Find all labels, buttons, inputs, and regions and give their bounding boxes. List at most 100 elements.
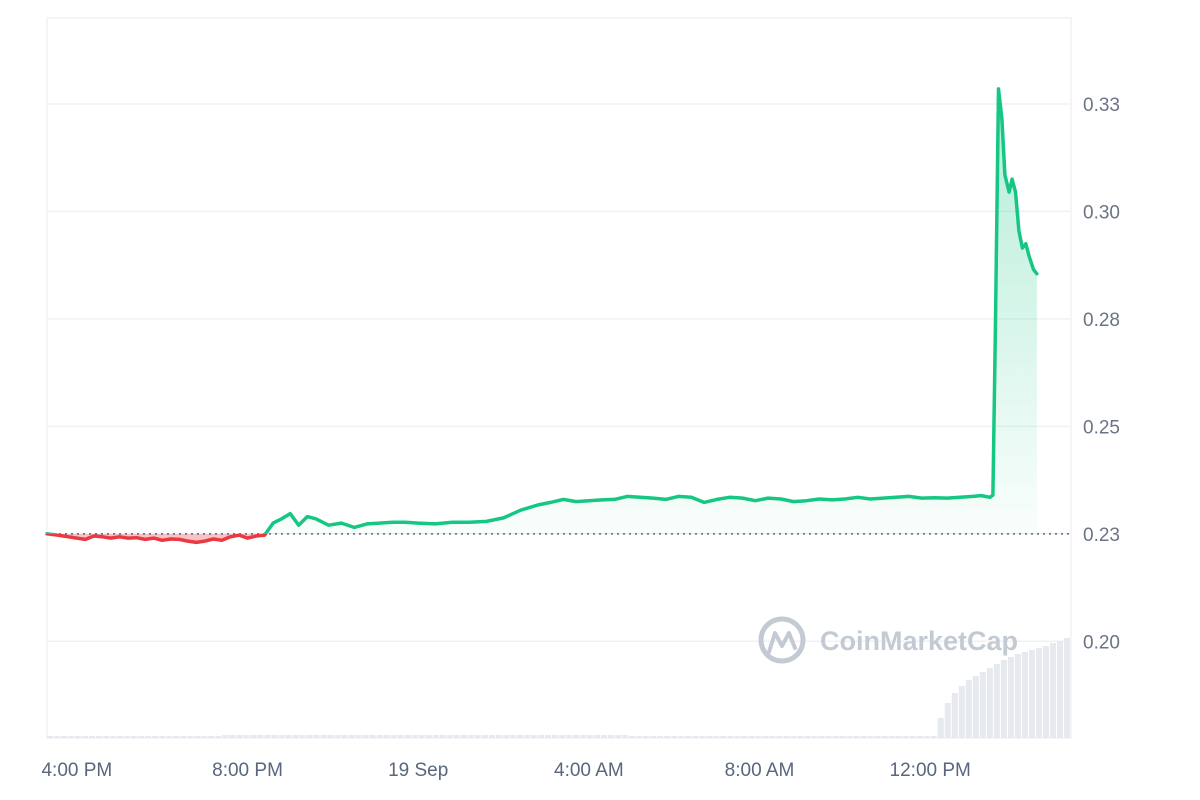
volume-bar	[474, 735, 481, 738]
volume-bar	[881, 736, 888, 738]
volume-bar	[1021, 652, 1028, 738]
volume-bar	[727, 736, 734, 738]
volume-bar	[159, 736, 166, 738]
volume-bar	[243, 735, 250, 738]
volume-bar	[47, 736, 54, 738]
volume-bar	[348, 735, 355, 738]
volume-bar	[671, 736, 678, 738]
volume-bar	[741, 736, 748, 738]
volume-bar	[75, 736, 82, 738]
volume-bar	[124, 736, 131, 738]
volume-bar	[523, 735, 530, 738]
volume-bar	[453, 735, 460, 738]
volume-bar	[720, 736, 727, 738]
volume-bar	[229, 735, 236, 738]
volume-bar	[313, 735, 320, 738]
volume-bar	[776, 736, 783, 738]
volume-bar	[551, 735, 558, 738]
volume-bar	[713, 736, 720, 738]
volume-bar	[769, 736, 776, 738]
volume-bar	[615, 735, 622, 738]
volume-bar	[271, 735, 278, 738]
volume-bar	[54, 736, 61, 738]
volume-bar	[797, 736, 804, 738]
price-line-down	[45, 533, 268, 545]
volume-bar	[481, 735, 488, 738]
y-tick-label: 0.28	[1083, 310, 1120, 331]
volume-bar	[601, 735, 608, 738]
volume-bar	[173, 736, 180, 738]
volume-bar	[979, 672, 986, 738]
volume-bar	[566, 735, 573, 738]
volume-bar	[657, 736, 664, 738]
x-tick-label: 8:00 PM	[212, 760, 283, 781]
volume-bar	[264, 735, 271, 738]
volume-bar	[152, 736, 159, 738]
x-tick-label: 12:00 PM	[890, 760, 971, 781]
volume-bar	[783, 736, 790, 738]
volume-bar	[734, 736, 741, 738]
volume-bar	[397, 735, 404, 738]
volume-bar	[1056, 641, 1063, 738]
y-tick-label: 0.20	[1083, 632, 1120, 653]
grid-lines	[47, 103, 1071, 643]
volume-bar	[937, 718, 944, 738]
volume-bar	[958, 686, 965, 738]
volume-bar	[404, 735, 411, 738]
volume-bar	[1007, 657, 1014, 738]
volume-bar	[643, 736, 650, 738]
volume-bar	[138, 736, 145, 738]
volume-bar	[96, 736, 103, 738]
watermark-text: CoinMarketCap	[820, 626, 1018, 656]
coinmarketcap-logo-icon	[758, 616, 806, 664]
volume-bar	[446, 735, 453, 738]
volume-bar	[89, 736, 96, 738]
volume-bar	[369, 735, 376, 738]
volume-bar	[320, 735, 327, 738]
volume-bar	[467, 735, 474, 738]
volume-bar	[537, 735, 544, 738]
volume-bar	[1063, 638, 1070, 738]
price-line-up	[45, 87, 1039, 534]
volume-bar	[608, 735, 615, 738]
volume-bar	[502, 735, 509, 738]
volume-bar	[1028, 650, 1035, 738]
volume-bar	[825, 736, 832, 738]
volume-bar	[208, 736, 215, 738]
volume-bar	[432, 735, 439, 738]
volume-bar	[411, 735, 418, 738]
volume-bar	[509, 735, 516, 738]
volume-bar	[201, 736, 208, 738]
x-tick-label: 4:00 AM	[554, 760, 624, 781]
volume-bar	[131, 736, 138, 738]
volume-bar	[790, 736, 797, 738]
volume-bar	[888, 736, 895, 738]
volume-bar	[145, 736, 152, 738]
volume-bar	[61, 736, 68, 738]
y-tick-label: 0.33	[1083, 95, 1120, 116]
volume-bar	[544, 735, 551, 738]
volume-bar	[1035, 648, 1042, 738]
volume-bar	[194, 736, 201, 738]
volume-bar	[692, 736, 699, 738]
volume-bar	[376, 735, 383, 738]
volume-bar	[306, 735, 313, 738]
volume-bar	[383, 735, 390, 738]
volume-bar	[250, 735, 257, 738]
volume-bar	[923, 736, 930, 738]
volume-bar	[495, 735, 502, 738]
volume-bar	[341, 735, 348, 738]
volume-bar	[902, 736, 909, 738]
volume-bar	[82, 736, 89, 738]
volume-bar	[909, 736, 916, 738]
volume-bar	[895, 736, 902, 738]
volume-bar	[965, 680, 972, 738]
volume-bar	[930, 736, 937, 738]
volume-bar	[860, 736, 867, 738]
y-axis-ticks: 0.33 0.30 0.28 0.25 0.23 0.20	[1083, 95, 1120, 653]
volume-bar	[748, 736, 755, 738]
volume-bar	[418, 735, 425, 738]
volume-bar	[1049, 643, 1056, 738]
x-tick-label: 4:00 PM	[41, 760, 112, 781]
volume-bar	[559, 735, 566, 738]
